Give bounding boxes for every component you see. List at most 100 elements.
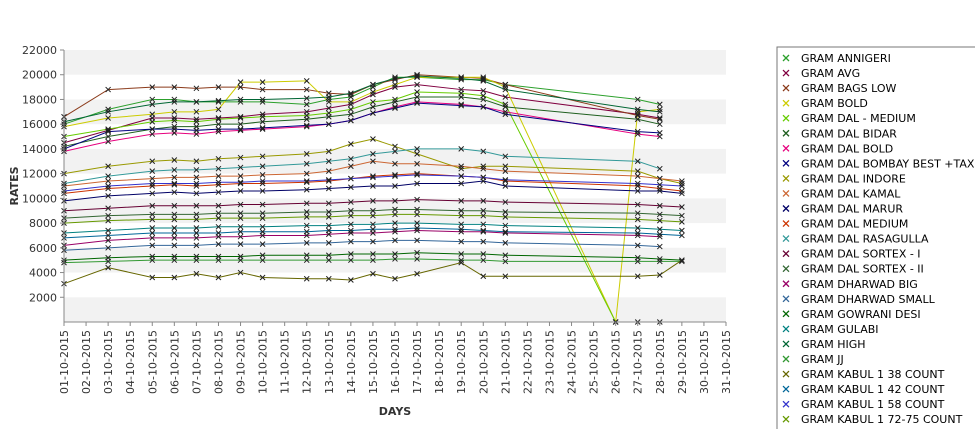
data-point [502,230,509,236]
data-point [171,174,178,181]
data-point [149,257,156,264]
data-point [502,86,509,93]
data-point [679,258,685,265]
y-tick-label: 22000 [22,44,57,57]
data-point [237,113,244,120]
data-point [237,233,244,240]
legend-label: GRAM KABUL 1 42 COUNT [801,383,945,396]
data-point [325,99,332,105]
data-point [480,221,487,228]
data-point [215,257,222,264]
x-tick-label: 29-10-2015 [676,330,689,394]
data-point [656,108,663,115]
data-point [458,163,465,170]
legend-marker [782,280,790,288]
legend-marker [782,159,790,167]
data-point [303,222,310,229]
data-point [414,180,420,187]
data-point [370,99,376,105]
legend-marker [782,235,790,243]
data-point [414,74,420,81]
data-point [392,183,398,189]
data-point [348,251,354,257]
data-point [502,183,509,189]
data-point [171,257,178,264]
data-point [193,118,200,125]
data-point [634,173,641,179]
y-tick-label: 18000 [22,93,57,106]
data-point [215,126,222,132]
data-point [480,75,487,82]
data-point [325,209,332,215]
legend-marker [782,220,790,228]
data-point [303,275,310,282]
data-point [656,165,663,172]
data-point [259,223,266,230]
data-point [171,225,178,231]
data-point [679,183,685,189]
legend-item: GRAM KABUL 1 72-75 COUNT [782,413,963,426]
data-point [149,216,156,223]
data-point [634,158,641,165]
series-line [63,199,682,212]
data-point [656,129,663,136]
series-line [63,252,682,261]
legend-item: GRAM KABUL 1 58 COUNT [782,398,945,411]
data-point [392,160,398,167]
data-point [259,178,266,184]
legend-label: GRAM BAGS LOW [801,82,897,95]
data-point [656,116,663,123]
legend-item: GRAM AVG [782,67,860,80]
data-point [414,99,420,105]
data-point [149,118,156,125]
data-point [237,164,244,171]
data-point [370,151,376,157]
data-point [105,237,111,244]
legend-item: GRAM DAL - MEDIUM [782,112,916,125]
x-tick-label: 05-10-2015 [146,330,159,394]
legend-marker [782,54,790,62]
data-point [105,227,111,234]
series-line [63,222,682,234]
data-point [259,172,266,178]
legend-item: GRAM DAL RASAGULLA [782,233,929,246]
data-point [414,81,420,88]
data-point [237,84,244,90]
series-line [63,138,682,185]
data-point [502,176,509,183]
series-line [63,174,682,192]
data-point [502,252,509,259]
data-point [259,79,266,85]
legend-marker [782,99,790,107]
data-point [215,121,222,128]
legend-label: GRAM GOWRANI DESI [801,308,921,321]
legend-item: GRAM JJ [782,353,844,366]
data-point [348,155,354,162]
legend-label: GRAM BOLD [801,97,868,110]
data-point [392,143,398,150]
data-point [149,131,156,137]
data-point [392,220,398,226]
data-point [480,238,487,245]
data-point [392,148,398,155]
data-point [325,176,332,183]
data-point [105,244,111,251]
data-point [215,155,222,162]
legend-label: GRAM DHARWAD BIG [801,278,918,291]
data-point [656,256,663,262]
legend-item: GRAM DAL MARUR [782,203,903,216]
legend-item: GRAM HIGH [782,338,866,351]
data-point [237,210,244,217]
legend-label: GRAM DHARWAD SMALL [801,293,936,306]
data-point [259,180,266,187]
x-axis-title: DAYS [379,405,412,418]
y-tick-label: 16000 [22,118,57,131]
legend-label: GRAM JJ [801,353,844,366]
data-point [171,189,178,196]
data-point [458,94,465,100]
data-point [634,116,641,123]
data-point [370,89,376,95]
data-point [215,202,222,209]
data-point [303,186,310,193]
data-point [634,258,641,265]
